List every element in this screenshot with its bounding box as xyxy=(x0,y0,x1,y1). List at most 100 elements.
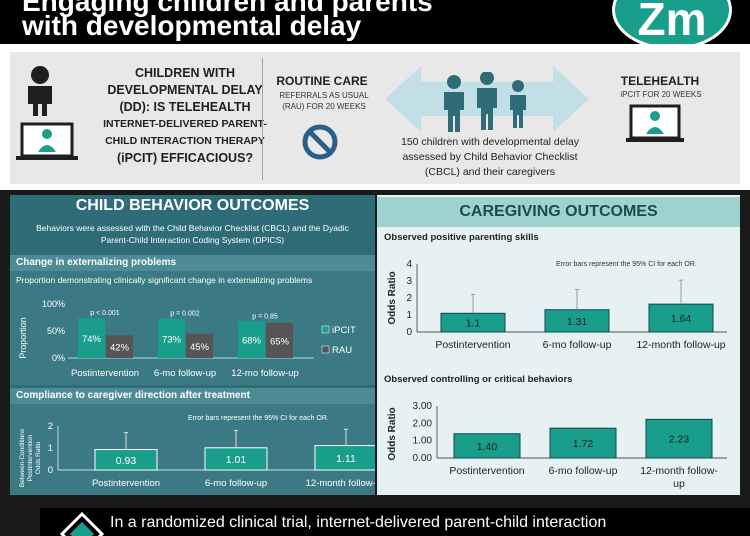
x-tick-label: 6-mo follow-up xyxy=(549,465,618,477)
bar xyxy=(314,445,375,471)
x-tick-label: Postintervention xyxy=(71,368,139,379)
diamond-icon xyxy=(60,512,104,536)
y-tick-label: 0% xyxy=(52,353,65,363)
bar-value-label: 1.72 xyxy=(573,438,594,450)
compliance-chart-box xyxy=(10,404,375,495)
bar-rau xyxy=(186,333,213,358)
compliance-chart: Between-Conditions Postintervention Odds R… xyxy=(19,421,375,489)
compliance-band: Compliance to caregiver direction after … xyxy=(10,388,375,404)
x-tick-label: 6-mo follow-up xyxy=(154,368,216,379)
x-tick-label: Postintervention xyxy=(92,478,160,489)
bar-value-label: 68% xyxy=(242,336,262,347)
child-icon xyxy=(28,66,52,116)
legend-label: iPCIT xyxy=(332,325,356,336)
family-icon xyxy=(444,72,526,132)
controlling-sub: Observed controlling or critical behavio… xyxy=(384,374,573,385)
x-tick-label: 6-mo follow-up xyxy=(543,339,612,351)
sample-description: 150 children with developmental delay as… xyxy=(380,135,600,180)
x-tick-label: Postintervention xyxy=(449,465,524,477)
bar xyxy=(453,433,521,459)
prohibited-icon xyxy=(302,124,338,160)
y-axis-label: Odds Ratio xyxy=(35,441,42,474)
bar-rau xyxy=(106,335,133,358)
legend-label: RAU xyxy=(332,345,352,356)
child-outcomes-desc: Behaviors were assessed with the Child B… xyxy=(14,222,371,246)
externalizing-band: Change in externalizing problems xyxy=(10,255,375,271)
y-tick-label: 0.00 xyxy=(413,453,433,464)
sample-line: (CBCL) and their caregivers xyxy=(424,166,556,178)
question-line: DEVELOPMENTAL DELAY xyxy=(107,83,263,97)
bar-value-label: 1.31 xyxy=(567,316,588,328)
bar-value-label: 1.11 xyxy=(336,453,356,465)
positive-parenting-chart: Odds Ratio 4 3 2 1 0 1.1 Postintervention 1.31 6-… xyxy=(387,259,727,351)
legend-swatch xyxy=(321,325,330,334)
desc-line: Behaviors were assessed with the Child B… xyxy=(36,223,349,233)
compliance-note: Error bars represent the 95% CI for each… xyxy=(188,415,329,422)
x-tick-label: Postintervention xyxy=(435,339,510,351)
question-line: (DD): IS TELEHEALTH xyxy=(119,100,251,114)
bar xyxy=(544,309,610,333)
caregiving-title: CAREGIVING OUTCOMES xyxy=(377,197,740,227)
laptop-doctor-icon xyxy=(626,104,684,142)
bar-value-label: 1.64 xyxy=(671,313,692,325)
routine-sub-line: REFERRALS AS USUAL xyxy=(279,91,369,100)
p-value-label: p = 0.002 xyxy=(170,311,199,318)
routine-care-sub: REFERRALS AS USUAL (RAU) FOR 20 WEEKS xyxy=(268,90,380,112)
y-tick-label: 1 xyxy=(406,310,412,321)
bar-value-label: 2.23 xyxy=(669,434,690,446)
bar-value-label: 74% xyxy=(82,334,102,345)
y-tick-label: 3.00 xyxy=(413,401,433,412)
question-line: CHILD INTERACTION THERAPY xyxy=(105,135,265,147)
x-tick-label: 6-mo follow-up xyxy=(205,478,267,489)
study-question: CHILDREN WITH DEVELOPMENTAL DELAY (DD): … xyxy=(85,65,285,167)
bar-value-label: 1.01 xyxy=(226,454,247,466)
externalizing-sub: Proportion demonstrating clinically sign… xyxy=(16,275,313,285)
y-tick-label: 0 xyxy=(406,327,412,338)
laptop-doctor-icon xyxy=(16,122,78,160)
bar-value-label: 73% xyxy=(162,334,182,345)
bar-value-label: 42% xyxy=(110,343,130,354)
divider xyxy=(262,58,263,180)
x-tick-label: 12-month follow-up xyxy=(306,478,375,489)
y-tick-label: 4 xyxy=(406,259,412,270)
x-tick-label: 12-mo follow-up xyxy=(231,368,299,379)
externalizing-chart-box xyxy=(10,271,375,385)
externalizing-chart: Proportion 100% 50% 0% 74% 42% p < 0.001 Posti… xyxy=(18,299,356,379)
y-axis-label: Postintervention xyxy=(27,434,34,481)
bar xyxy=(94,449,158,471)
y-axis-label: Odds Ratio xyxy=(387,271,398,324)
y-axis-label: Odds Ratio xyxy=(387,407,398,460)
child-outcomes-title: CHILD BEHAVIOR OUTCOMES xyxy=(75,197,310,214)
x-tick-label: 12-month follow-up xyxy=(636,339,725,351)
bar-ipcit xyxy=(78,318,105,358)
bar-value-label: 0.93 xyxy=(116,455,137,467)
telehealth-title: TELEHEALTH xyxy=(620,74,700,88)
question-line: CHILDREN WITH xyxy=(135,66,235,80)
legend-swatch xyxy=(321,345,330,354)
sample-line: 150 children with developmental delay xyxy=(400,136,580,148)
bar-ipcit xyxy=(238,321,265,358)
question-line: INTERNET-DELIVERED PARENT- xyxy=(103,118,267,130)
p-value-label: p = 0.85 xyxy=(252,313,278,320)
x-tick-label: up xyxy=(673,478,685,490)
bar-rau xyxy=(266,322,293,358)
bar-value-label: 65% xyxy=(270,336,290,347)
bar-value-label: 1.1 xyxy=(466,318,481,330)
p-value-label: p < 0.001 xyxy=(90,310,119,317)
y-tick-label: 0 xyxy=(48,465,53,476)
positive-parenting-sub: Observed positive parenting skills xyxy=(384,232,539,243)
question-line: (iPCIT) EFFICACIOUS? xyxy=(116,151,254,165)
y-tick-label: 2 xyxy=(48,421,53,432)
y-tick-label: 3 xyxy=(406,276,412,287)
y-tick-label: 100% xyxy=(42,299,65,309)
bar xyxy=(549,427,617,459)
telehealth-sub: iPCIT FOR 20 WEEKS xyxy=(620,90,702,99)
routine-sub-line: (RAU) FOR 20 WEEKS xyxy=(282,102,366,111)
desc-line: Parent-Child Interaction Coding System (… xyxy=(100,235,285,245)
bar-value-label: 1.40 xyxy=(477,441,498,453)
y-axis-label: Between-Conditions xyxy=(19,428,26,487)
footer-text: In a randomized clinical trial, internet… xyxy=(110,514,607,531)
controlling-chart: Odds Ratio 3.00 2.00 1.00 0.00 1.40 Postinterv… xyxy=(387,401,727,490)
y-tick-label: 1.00 xyxy=(413,436,433,447)
title-line-1: Engaging children and parents xyxy=(22,0,433,17)
